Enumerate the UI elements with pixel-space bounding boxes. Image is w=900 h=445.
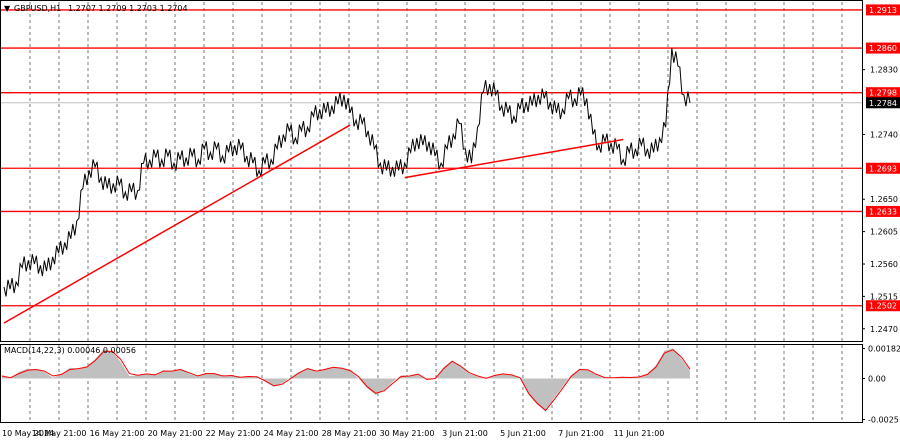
x-tick-label: 30 May 21:00 xyxy=(380,429,435,438)
price-pane-frame xyxy=(1,1,863,342)
macd-pane-frame xyxy=(1,345,863,423)
x-tick-label: 3 Jun 21:00 xyxy=(442,429,488,438)
level-tag-label: 1.2913 xyxy=(869,6,897,15)
x-tick-label: 20 May 21:00 xyxy=(148,429,203,438)
symbol-dropdown-icon[interactable]: ▼ xyxy=(4,4,11,13)
x-tick-label: 28 May 21:00 xyxy=(322,429,377,438)
y-tick-label: 1.2470 xyxy=(870,325,898,334)
level-tag-label: 1.2798 xyxy=(869,89,897,98)
macd-tick-label: -0.0025 xyxy=(868,416,899,425)
macd-histogram xyxy=(2,349,690,412)
ohlc-readout: 1.2707 1.2709 1.2703 1.2704 xyxy=(68,4,188,13)
x-tick-label: 16 May 21:00 xyxy=(90,429,145,438)
current-price-label: 1.2784 xyxy=(869,99,897,108)
x-tick-label: 7 Jun 21:00 xyxy=(558,429,604,438)
x-tick-label: 22 May 21:00 xyxy=(206,429,261,438)
level-tag-label: 1.2633 xyxy=(869,207,897,216)
level-tag-label: 1.2860 xyxy=(869,44,897,53)
price-series-line xyxy=(4,48,690,296)
series-layer xyxy=(4,48,690,296)
header-layer: ▼ GBPUSD,H1 1.2707 1.2709 1.2703 1.2704 … xyxy=(4,4,188,355)
trendline[interactable] xyxy=(4,125,350,323)
macd-label: MACD(14,22,3) 0.00046 0.00056 xyxy=(4,346,136,355)
y-tick-label: 1.2650 xyxy=(870,195,898,204)
y-tick-label: 1.2605 xyxy=(870,228,898,237)
x-tick-label: 5 Jun 21:00 xyxy=(500,429,546,438)
y-tick-label: 1.2515 xyxy=(870,292,898,301)
symbol-label: GBPUSD,H1 xyxy=(14,4,61,13)
macd-tick-label: 0.00182 xyxy=(868,345,900,354)
level-layer xyxy=(0,10,862,306)
x-tick-label: 11 Jun 21:00 xyxy=(614,429,665,438)
x-tick-label: 24 May 21:00 xyxy=(264,429,319,438)
trendline-layer xyxy=(4,125,623,323)
y-tick-label: 1.2740 xyxy=(870,130,898,139)
macd-tick-label: 0.00 xyxy=(868,374,886,383)
macd-layer xyxy=(2,349,690,412)
level-tag-label: 1.2502 xyxy=(869,302,897,311)
y-tick-label: 1.2830 xyxy=(870,66,898,75)
level-tag-label: 1.2693 xyxy=(869,164,897,173)
x-tick-label: 14 May 21:00 xyxy=(32,429,87,438)
y-tick-label: 1.2560 xyxy=(870,260,898,269)
